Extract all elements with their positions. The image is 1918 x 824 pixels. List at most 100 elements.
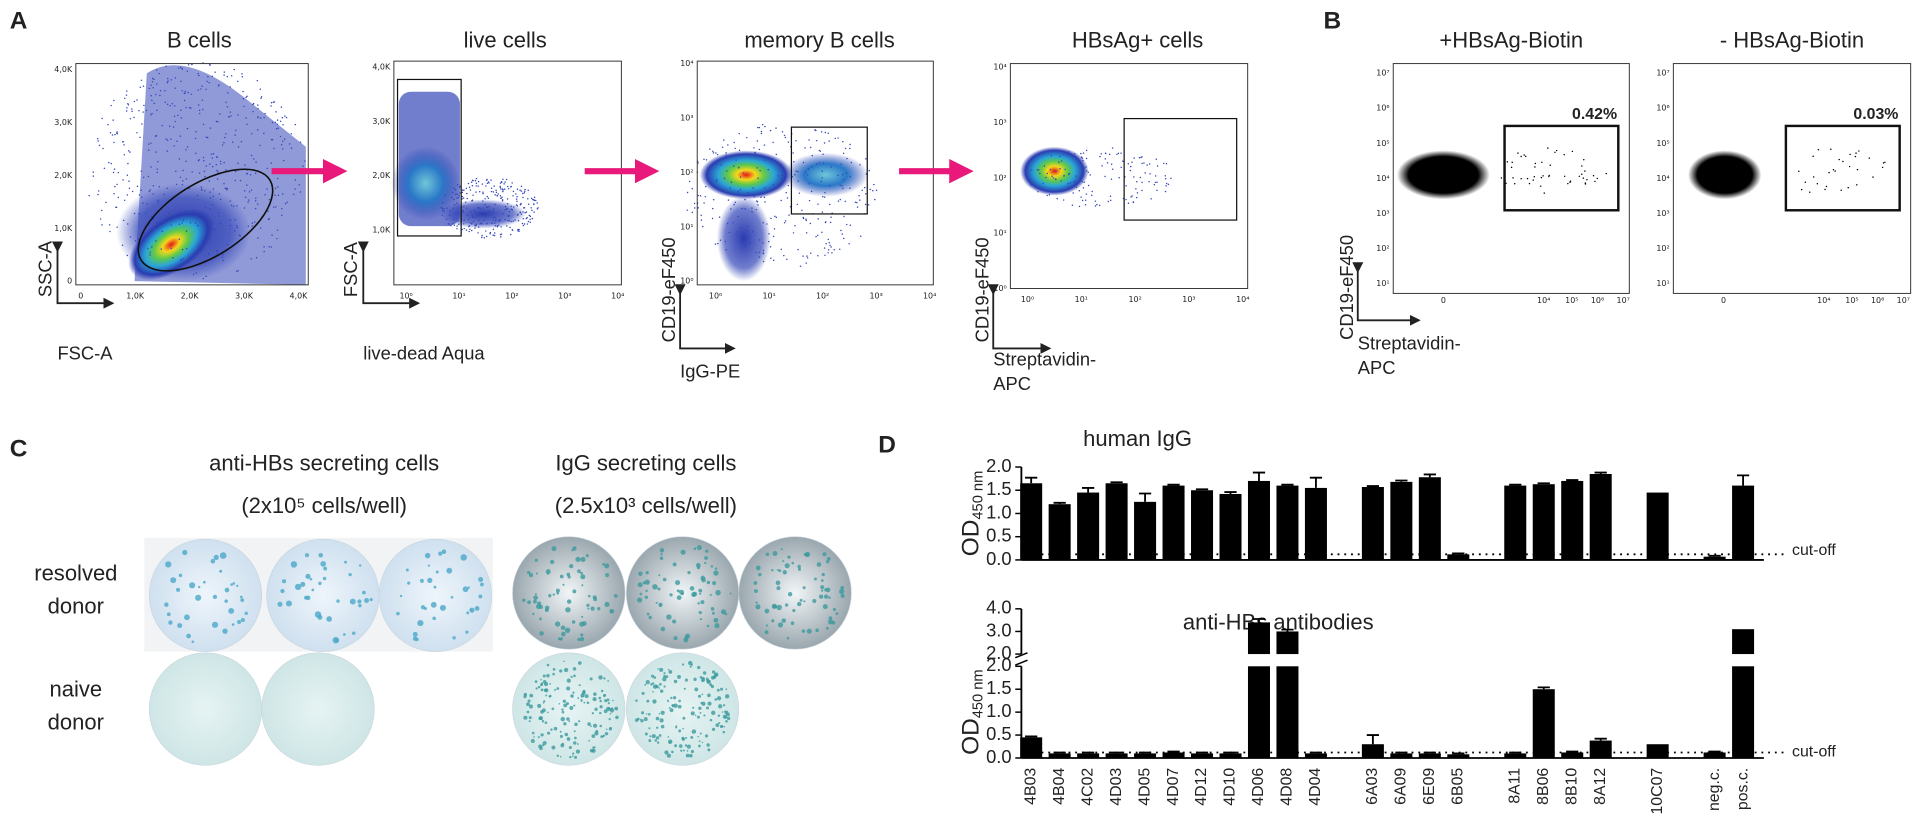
spot xyxy=(598,675,603,680)
spot xyxy=(480,582,484,587)
event-dot xyxy=(829,244,831,247)
event-dot xyxy=(1512,177,1514,179)
spot xyxy=(704,561,707,565)
event-dot xyxy=(209,163,211,165)
event-dot xyxy=(281,207,283,210)
event-dot xyxy=(174,77,177,79)
spot xyxy=(537,703,542,709)
spot xyxy=(559,574,564,579)
bar xyxy=(1247,622,1270,655)
spot xyxy=(723,725,726,728)
event-dot xyxy=(116,226,118,228)
event-dot xyxy=(156,83,158,85)
spot xyxy=(348,572,352,577)
event-dot xyxy=(1569,181,1571,184)
event-dot xyxy=(237,162,239,165)
event-dot xyxy=(263,132,265,135)
event-dot xyxy=(252,102,255,105)
event-dot xyxy=(142,202,144,204)
spot xyxy=(806,628,812,634)
event-dot xyxy=(863,186,866,189)
spot xyxy=(711,710,716,715)
spot xyxy=(699,676,703,679)
event-dot xyxy=(841,185,843,187)
spot xyxy=(660,626,666,632)
row-label: donor xyxy=(48,710,104,735)
spot xyxy=(659,683,662,686)
spot xyxy=(709,718,713,722)
event-dot xyxy=(756,167,758,169)
event-dot xyxy=(500,236,502,238)
event-dot xyxy=(92,175,95,177)
event-dot xyxy=(204,190,206,192)
y-tick-label: 0.5 xyxy=(986,525,1011,546)
event-dot xyxy=(1116,153,1118,156)
event-dot xyxy=(715,163,718,165)
event-dot xyxy=(1165,163,1168,165)
event-dot xyxy=(1554,151,1556,154)
event-dot xyxy=(125,94,128,96)
event-dot xyxy=(758,148,761,151)
spot xyxy=(587,594,591,598)
spot xyxy=(164,602,169,607)
event-dot xyxy=(191,171,193,173)
event-dot xyxy=(240,140,243,143)
spot xyxy=(656,726,659,729)
event-dot xyxy=(221,144,224,146)
event-dot xyxy=(747,192,749,194)
spot xyxy=(691,592,697,598)
event-dot xyxy=(1804,181,1807,183)
event-dot xyxy=(465,229,468,231)
spot xyxy=(673,636,678,641)
event-dot xyxy=(126,107,128,109)
event-dot xyxy=(1533,175,1536,178)
event-dot xyxy=(725,154,727,157)
spot xyxy=(778,569,782,573)
spot xyxy=(549,694,552,698)
event-dot xyxy=(208,180,211,182)
event-dot xyxy=(139,136,141,139)
spot xyxy=(707,701,712,706)
event-dot xyxy=(875,189,878,192)
event-dot xyxy=(512,190,515,193)
event-dot xyxy=(462,197,465,199)
plot-frame xyxy=(1009,63,1249,290)
event-dot xyxy=(828,242,831,244)
event-dot xyxy=(525,217,528,220)
spot xyxy=(603,677,606,680)
event-dot xyxy=(795,170,797,172)
spot xyxy=(614,706,619,711)
event-dot xyxy=(524,190,526,193)
event-dot xyxy=(219,113,221,115)
y-tick-label: 10⁷ xyxy=(1656,69,1669,78)
spot xyxy=(784,563,790,569)
spot xyxy=(682,727,684,730)
event-dot xyxy=(751,231,754,233)
bar xyxy=(1532,484,1555,560)
error-bar xyxy=(1452,752,1465,755)
error-bar xyxy=(1053,751,1066,754)
event-dot xyxy=(739,188,742,191)
spot xyxy=(781,618,787,623)
x-tick-label: 6A03 xyxy=(1364,768,1381,805)
event-dot xyxy=(1078,161,1081,164)
event-dot xyxy=(189,211,191,213)
spot xyxy=(662,577,667,582)
event-dot xyxy=(526,223,529,225)
event-dot xyxy=(145,109,148,112)
event-dot xyxy=(219,222,222,225)
event-dot xyxy=(867,204,870,206)
spot xyxy=(680,749,683,752)
density xyxy=(1020,146,1089,196)
spot xyxy=(610,707,614,710)
event-dot xyxy=(466,214,469,217)
y-tick-label: 10¹ xyxy=(680,222,693,231)
event-dot xyxy=(148,143,150,145)
spot xyxy=(474,606,480,611)
event-dot xyxy=(211,165,214,168)
event-dot xyxy=(1141,189,1143,192)
event-dot xyxy=(1146,164,1148,166)
spot xyxy=(598,696,602,700)
event-dot xyxy=(167,212,170,214)
event-dot xyxy=(447,223,449,225)
